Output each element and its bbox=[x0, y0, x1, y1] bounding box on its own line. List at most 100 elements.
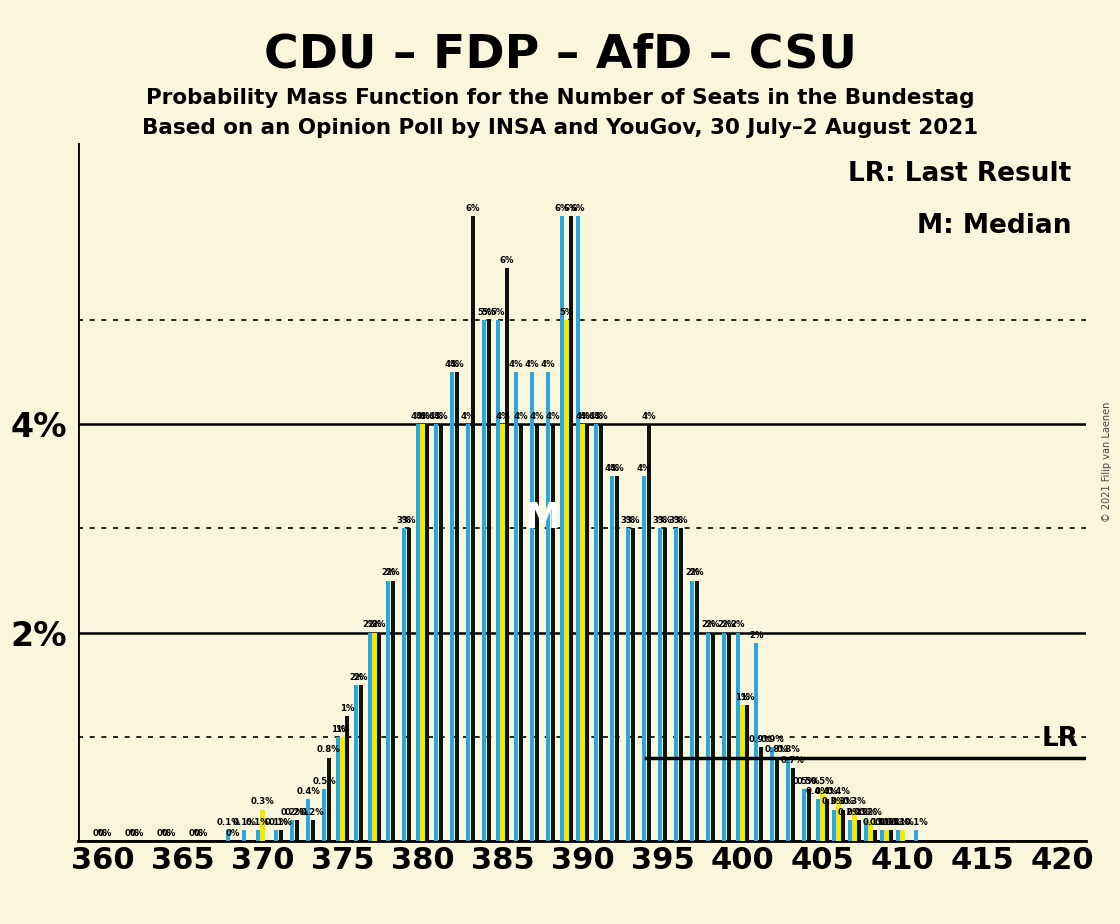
Text: M: M bbox=[524, 501, 560, 535]
Text: 4%: 4% bbox=[433, 412, 448, 421]
Bar bbox=[327, 758, 330, 841]
Text: 4%: 4% bbox=[420, 412, 435, 421]
Bar bbox=[310, 820, 315, 841]
Bar bbox=[615, 477, 619, 841]
Text: © 2021 Filip van Laenen: © 2021 Filip van Laenen bbox=[1102, 402, 1111, 522]
Bar bbox=[832, 809, 836, 841]
Text: 0.2%: 0.2% bbox=[838, 808, 861, 817]
Bar bbox=[837, 799, 840, 841]
Bar bbox=[534, 424, 539, 841]
Text: 2%: 2% bbox=[381, 568, 395, 578]
Text: 2%: 2% bbox=[730, 621, 745, 629]
Text: 4%: 4% bbox=[530, 412, 544, 421]
Text: 3%: 3% bbox=[653, 517, 668, 526]
Bar bbox=[710, 633, 715, 841]
Bar bbox=[642, 477, 646, 841]
Text: 6%: 6% bbox=[570, 204, 585, 213]
Text: 2%: 2% bbox=[363, 621, 377, 629]
Bar bbox=[279, 831, 283, 841]
Text: 2%: 2% bbox=[706, 621, 720, 629]
Bar bbox=[791, 768, 795, 841]
Text: 2%: 2% bbox=[685, 568, 699, 578]
Text: 0.9%: 0.9% bbox=[749, 735, 773, 744]
Text: 0.8%: 0.8% bbox=[765, 746, 788, 754]
Bar bbox=[290, 820, 295, 841]
Text: 6%: 6% bbox=[466, 204, 479, 213]
Text: Based on an Opinion Poll by INSA and YouGov, 30 July–2 August 2021: Based on an Opinion Poll by INSA and You… bbox=[142, 118, 978, 139]
Text: 0.4%: 0.4% bbox=[806, 787, 830, 796]
Text: 0.1%: 0.1% bbox=[216, 819, 240, 827]
Text: 0%: 0% bbox=[161, 829, 176, 838]
Bar bbox=[864, 820, 868, 841]
Text: 0.8%: 0.8% bbox=[317, 746, 340, 754]
Text: 6%: 6% bbox=[500, 256, 514, 265]
Text: 6%: 6% bbox=[563, 204, 578, 213]
Text: 4%: 4% bbox=[642, 412, 656, 421]
Text: 0.8%: 0.8% bbox=[776, 746, 800, 754]
Bar bbox=[242, 831, 246, 841]
Bar bbox=[450, 372, 455, 841]
Text: 0.2%: 0.2% bbox=[280, 808, 304, 817]
Text: 0.2%: 0.2% bbox=[284, 808, 308, 817]
Text: 0.3%: 0.3% bbox=[251, 797, 274, 807]
Bar bbox=[439, 424, 442, 841]
Text: LR: LR bbox=[1042, 726, 1079, 752]
Text: 4%: 4% bbox=[545, 412, 560, 421]
Bar bbox=[754, 643, 758, 841]
Bar bbox=[551, 424, 554, 841]
Bar bbox=[402, 529, 407, 841]
Bar bbox=[889, 831, 893, 841]
Bar bbox=[407, 529, 411, 841]
Bar bbox=[486, 321, 491, 841]
Bar bbox=[340, 736, 345, 841]
Text: 2%: 2% bbox=[701, 621, 716, 629]
Bar bbox=[391, 580, 395, 841]
Text: 2%: 2% bbox=[367, 621, 382, 629]
Bar bbox=[679, 529, 683, 841]
Bar bbox=[740, 706, 745, 841]
Text: 0.5%: 0.5% bbox=[312, 777, 336, 785]
Bar bbox=[274, 831, 278, 841]
Bar bbox=[806, 789, 811, 841]
Bar bbox=[585, 424, 589, 841]
Bar bbox=[626, 529, 631, 841]
Text: 1%: 1% bbox=[739, 693, 754, 702]
Bar bbox=[900, 831, 905, 841]
Bar bbox=[885, 831, 888, 841]
Text: 0%: 0% bbox=[157, 829, 171, 838]
Bar bbox=[416, 424, 420, 841]
Bar bbox=[564, 321, 569, 841]
Bar bbox=[802, 789, 806, 841]
Text: M: Median: M: Median bbox=[917, 213, 1071, 239]
Bar bbox=[663, 529, 666, 841]
Bar bbox=[722, 633, 726, 841]
Text: 0%: 0% bbox=[93, 829, 108, 838]
Bar bbox=[519, 424, 523, 841]
Text: Probability Mass Function for the Number of Seats in the Bundestag: Probability Mass Function for the Number… bbox=[146, 88, 974, 108]
Bar bbox=[260, 809, 264, 841]
Bar bbox=[674, 529, 679, 841]
Bar bbox=[470, 216, 475, 841]
Text: 4%: 4% bbox=[416, 412, 430, 421]
Bar bbox=[386, 580, 390, 841]
Text: LR: Last Result: LR: Last Result bbox=[848, 161, 1071, 187]
Text: 0%: 0% bbox=[125, 829, 139, 838]
Text: 0.5%: 0.5% bbox=[811, 777, 834, 785]
Text: 0.1%: 0.1% bbox=[875, 819, 898, 827]
Bar bbox=[690, 580, 694, 841]
Text: 0.3%: 0.3% bbox=[831, 797, 855, 807]
Text: 4%: 4% bbox=[449, 360, 464, 370]
Text: 0.5%: 0.5% bbox=[796, 777, 821, 785]
Bar bbox=[852, 809, 857, 841]
Bar bbox=[736, 633, 740, 841]
Bar bbox=[345, 716, 349, 841]
Text: 4%: 4% bbox=[609, 464, 624, 473]
Bar bbox=[657, 529, 662, 841]
Text: 0.2%: 0.2% bbox=[859, 808, 883, 817]
Bar bbox=[376, 633, 381, 841]
Bar bbox=[576, 216, 580, 841]
Bar bbox=[466, 424, 470, 841]
Bar bbox=[496, 321, 500, 841]
Bar bbox=[610, 477, 614, 841]
Bar bbox=[514, 372, 519, 841]
